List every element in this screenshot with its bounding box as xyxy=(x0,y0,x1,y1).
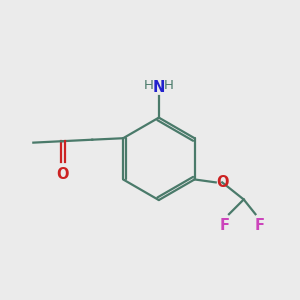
Text: F: F xyxy=(255,218,265,233)
Text: N: N xyxy=(153,80,165,95)
Text: F: F xyxy=(220,218,230,233)
Text: O: O xyxy=(56,167,69,182)
Text: H: H xyxy=(144,79,154,92)
Text: H: H xyxy=(164,79,174,92)
Text: O: O xyxy=(216,175,229,190)
